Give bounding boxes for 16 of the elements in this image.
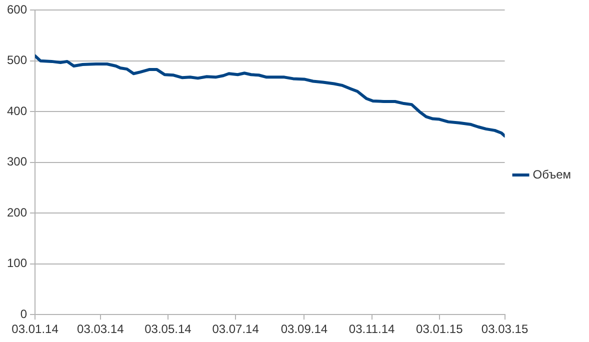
x-tick-label: 03.11.14 — [348, 322, 396, 336]
x-tick-label: 03.01.15 — [416, 322, 464, 336]
x-tick-label: 03.09.14 — [280, 322, 328, 336]
y-tick-label: 500 — [6, 53, 28, 68]
x-tick-label: 03.05.14 — [144, 322, 192, 336]
x-tick-label: 03.03.14 — [77, 322, 124, 336]
x-tick-label: 03.01.14 — [12, 322, 59, 336]
y-tick-label: 400 — [6, 104, 28, 118]
y-tick-label: 300 — [6, 154, 28, 169]
x-tick-label: 03.03.15 — [481, 322, 528, 336]
y-tick-label: 100 — [6, 256, 28, 270]
y-tick-label: 200 — [6, 205, 28, 220]
y-tick-label: 0 — [20, 306, 28, 321]
legend-label: Объем — [532, 167, 571, 182]
y-tick-label: 600 — [6, 2, 28, 17]
x-tick-label: 03.07.14 — [212, 322, 260, 336]
